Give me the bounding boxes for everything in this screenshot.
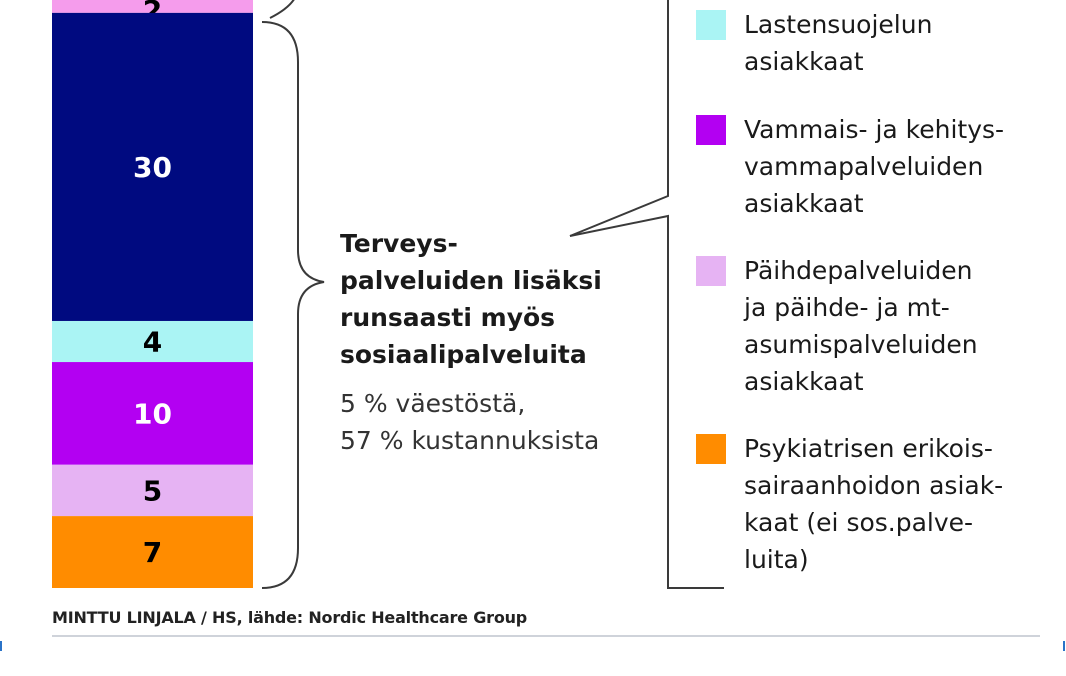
legend-label-line: Psykiatrisen erikois- — [744, 434, 993, 463]
legend-swatch — [696, 256, 726, 286]
bottom-left-tick — [0, 641, 2, 651]
legend-swatch — [696, 10, 726, 40]
legend-label-line: Vammais- ja kehitys- — [744, 115, 1005, 144]
legend-label: Lastensuojelun asiakkaat — [744, 6, 1054, 80]
callout-heading-line: Terveys- — [340, 229, 458, 258]
bar-segment-label: 4 — [143, 326, 162, 359]
callout-stat-costs: 57 % kustannuksista — [340, 426, 600, 455]
legend-label: Päihdepalveluiden ja päihde- ja mt- asum… — [744, 252, 1054, 400]
callout-box: Terveys- palveluiden lisäksi runsaasti m… — [340, 225, 660, 459]
bar-segment — [52, 516, 253, 588]
legend-label: Psykiatrisen erikois- sairaanhoidon asia… — [744, 430, 1054, 578]
bar-segment-label: 30 — [133, 151, 172, 184]
bar-segment — [52, 320, 253, 363]
bar-segment — [52, 362, 253, 465]
callout-stat-population: 5 % väestöstä, — [340, 389, 526, 418]
legend-swatch — [696, 115, 726, 145]
group-brace — [261, 21, 325, 589]
legend-label-line: luita) — [744, 545, 809, 574]
callout-heading: Terveys- palveluiden lisäksi runsaasti m… — [340, 225, 660, 373]
legend-label-line: asumispalveluiden — [744, 330, 978, 359]
legend-label-line: asiakkaat — [744, 47, 864, 76]
bar-segment-label: 10 — [133, 397, 172, 430]
legend-label-line: vammapalveluiden — [744, 152, 984, 181]
bar-segment — [52, 12, 253, 321]
callout-frame — [569, 214, 724, 589]
legend-label-line: ja päihde- ja mt- — [744, 293, 950, 322]
legend-label-line: kaat (ei sos.palve- — [744, 508, 974, 537]
legend-label-line: Lastensuojelun — [744, 10, 933, 39]
callout-stats: 5 % väestöstä, 57 % kustannuksista — [340, 385, 660, 459]
bar-segment — [52, 464, 253, 517]
callout-heading-line: palveluiden lisäksi — [340, 266, 602, 295]
legend-label-line: asiakkaat — [744, 189, 864, 218]
bar-segment — [52, 0, 253, 13]
legend-swatch — [696, 434, 726, 464]
legend-label: Vammais- ja kehitys- vammapalveluiden as… — [744, 111, 1054, 222]
legend-label-line: sairaanhoidon asiak- — [744, 471, 1004, 500]
legend-label-line: asiakkaat — [744, 367, 864, 396]
legend-label-line: Päihdepalveluiden — [744, 256, 973, 285]
top-brace — [269, 0, 295, 19]
callout-heading-line: runsaasti myös — [340, 303, 556, 332]
bar-segment-label: 7 — [143, 536, 162, 569]
bottom-right-tick — [1063, 641, 1065, 651]
callout-pointer-upper — [569, 0, 669, 237]
callout-heading-line: sosiaalipalveluita — [340, 340, 587, 369]
bar-segment-label: 5 — [143, 474, 162, 507]
source-credit: MINTTU LINJALA / HS, lähde: Nordic Healt… — [52, 608, 528, 627]
